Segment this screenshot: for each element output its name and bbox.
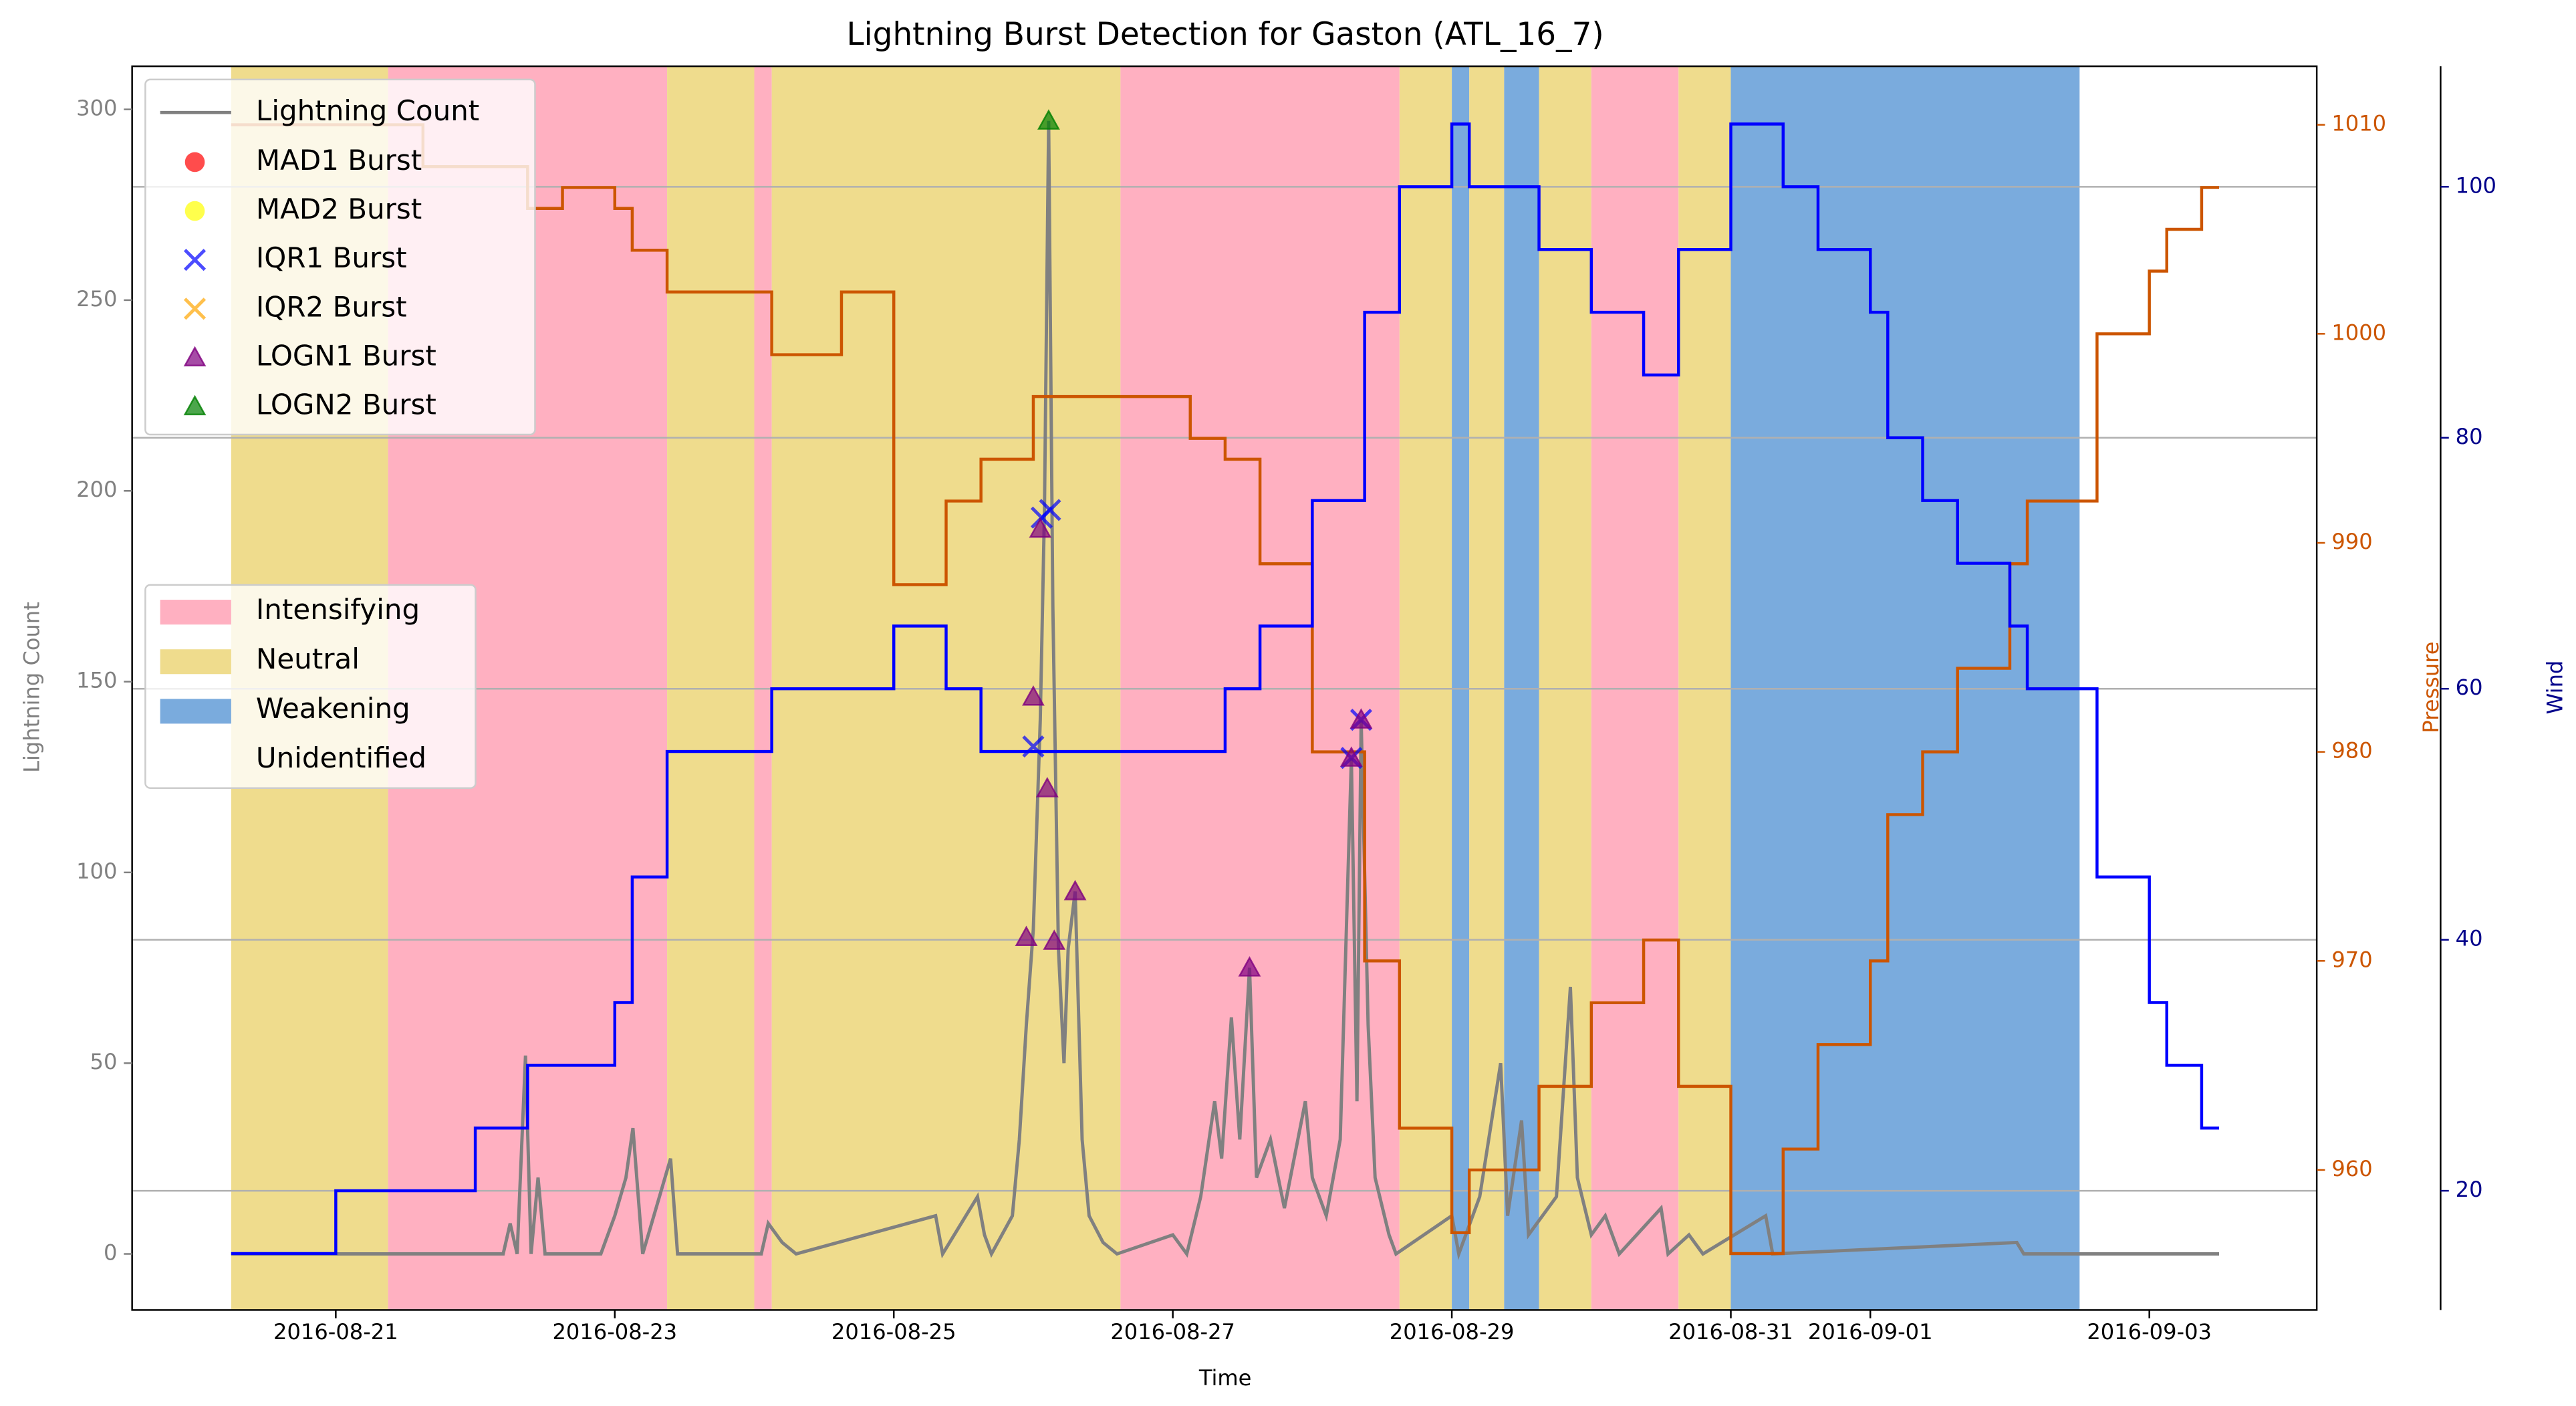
burst-marker [1015,925,1038,946]
legend-swatch [183,346,207,367]
legend-label: Unidentified [256,741,426,774]
legend-swatch [184,201,205,221]
legend-label: LOGN1 Burst [256,339,436,372]
legend-label: Intensifying [256,593,420,626]
legend-label: Lightning Count [256,94,479,127]
wind-axis-label: Wind [2542,661,2567,715]
wind-tick-label: 60 [2456,675,2483,700]
legends: Lightning Count MAD1 Burst MAD2 Burst IQR1 … [144,78,536,789]
legend-swatch [160,748,231,774]
x-tick-label: 2016-08-21 [273,1319,398,1344]
y-tick-label: 300 [76,96,117,121]
lightning-line [231,120,2220,1260]
burst-marker [1339,746,1363,767]
wind-line [231,122,2220,1256]
lines [231,109,2220,1260]
pressure-line [231,123,2220,1256]
legend-box [144,78,536,436]
legend-label: IQR1 Burst [256,241,407,274]
burst-marker [1349,708,1373,729]
pressure-tick-label: 960 [2331,1156,2372,1181]
legend-box [144,584,477,789]
burst-marker [1022,735,1045,758]
pressure-tick-label: 970 [2331,947,2372,972]
burst-marker [1029,517,1052,538]
legend-label: Weakening [256,692,410,725]
burst-marker [1035,776,1059,798]
pressure-axis-label: Pressure [2418,641,2444,733]
burst-marker [1022,685,1045,706]
pressure-tick-label: 1000 [2331,320,2386,345]
x-tick-label: 2016-08-23 [552,1319,677,1344]
y-tick-label: 0 [104,1240,117,1266]
legend-label: IQR2 Burst [256,290,407,323]
x-tick-label: 2016-09-01 [1808,1319,1933,1344]
y-tick-label: 250 [76,286,117,312]
plot-frame [131,65,2318,1311]
legend-label: MAD2 Burst [256,193,422,225]
x-tick-label: 2016-08-31 [1668,1319,1793,1344]
wind-tick-label: 100 [2456,172,2496,198]
x-tick-label: 2016-09-03 [2087,1319,2212,1344]
pressure-tick-label: 990 [2331,529,2372,554]
legend-swatch [183,298,207,320]
y-tick-label: 200 [76,477,117,502]
pressure-tick-label: 980 [2331,738,2372,764]
x-axis-label: Time [1198,1365,1252,1391]
wind-tick-label: 80 [2456,424,2483,449]
burst-marker [1043,929,1066,950]
legend-label: Neutral [256,642,360,675]
x-tick-label: 2016-08-29 [1390,1319,1515,1344]
burst-marker [1238,956,1261,977]
legend-label: LOGN2 Burst [256,388,436,421]
burst-marker [1063,880,1087,901]
burst-marker [1037,109,1060,130]
y-axis-label: Lightning Count [19,602,44,773]
wind-tick-label: 40 [2456,926,2483,951]
pressure-tick-label: 1010 [2331,111,2386,136]
legend-swatch [183,394,207,416]
y-tick-label: 50 [90,1049,118,1074]
legend-swatch [183,249,207,271]
legend-swatch [160,649,231,675]
y-tick-label: 150 [76,668,117,693]
legend-label: MAD1 Burst [256,144,422,177]
y-tick-label: 100 [76,858,117,884]
legend-swatch [160,600,231,625]
legend-swatch [184,152,205,172]
burst-marker [1039,499,1061,521]
axes: 2016-08-21 2016-08-23 2016-08-25 2016-08-27… [76,65,2496,1344]
legend-swatch [160,699,231,724]
x-tick-label: 2016-08-25 [831,1319,956,1344]
chart-title: Lightning Burst Detection for Gaston (AT… [846,16,1603,53]
wind-tick-label: 20 [2456,1177,2483,1202]
x-tick-label: 2016-08-27 [1110,1319,1235,1344]
